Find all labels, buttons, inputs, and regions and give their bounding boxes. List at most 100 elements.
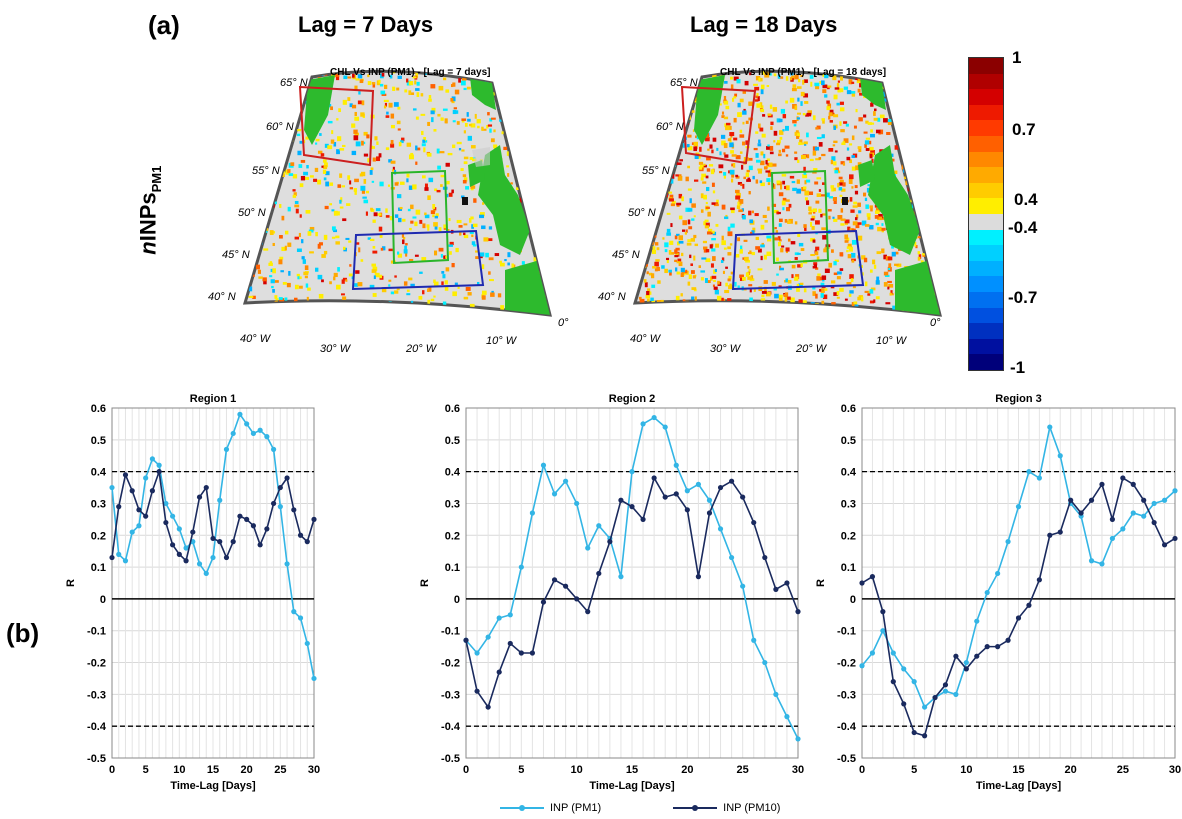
map-pixel: [759, 180, 763, 184]
map-pixel: [809, 209, 813, 213]
map-pixel: [850, 252, 856, 258]
map-pixel: [773, 73, 777, 77]
map-pixel: [427, 195, 431, 201]
lon-40-a: 40° W: [240, 333, 271, 345]
map-pixel: [340, 197, 343, 202]
map-pixel: [854, 217, 858, 221]
map-pixel: [252, 295, 256, 299]
map-pixel: [743, 239, 748, 242]
map-pixel: [424, 214, 430, 219]
map-pixel: [814, 181, 819, 185]
cb-label-neg-1: -1: [1010, 358, 1026, 377]
map-pixel: [733, 137, 738, 141]
map-pixel: [803, 172, 807, 175]
map-pixel: [438, 85, 444, 91]
map-pixel: [490, 292, 495, 297]
data-point: [223, 554, 230, 561]
map-pixel: [844, 219, 850, 224]
map-pixel: [309, 175, 314, 178]
data-point: [1057, 529, 1063, 535]
map-pixel: [709, 276, 713, 281]
map-pixel: [739, 276, 744, 281]
map-pixel: [360, 171, 366, 177]
map-pixel: [863, 131, 868, 134]
map-pixel: [846, 90, 852, 95]
map-pixel: [434, 188, 438, 192]
map-pixel: [403, 249, 408, 254]
map-pixel: [867, 293, 871, 296]
colorbar-swatch: [969, 245, 1003, 261]
map-pixel: [483, 237, 489, 242]
map-pixel: [848, 179, 853, 184]
map-pixel: [822, 74, 825, 77]
map-pixel: [354, 85, 358, 91]
map-pixel: [894, 145, 900, 150]
map-pixel: [881, 248, 885, 254]
data-point: [585, 609, 591, 615]
map-pixel: [806, 200, 810, 205]
map-pixel: [832, 75, 837, 81]
map-pixel: [646, 271, 649, 275]
map-pixel: [747, 276, 752, 280]
map-pixel: [716, 295, 722, 301]
map-pixel: [676, 271, 680, 275]
map-pixel: [874, 108, 877, 112]
map-pixel: [883, 254, 887, 260]
map-pixel: [749, 250, 752, 254]
map-pixel: [821, 275, 827, 280]
map-pixel: [802, 113, 806, 116]
map-pixel: [370, 167, 374, 171]
x-tick-label: 15: [207, 764, 219, 776]
map-pixel: [297, 129, 302, 132]
map-pixel: [794, 221, 798, 225]
map-pixel: [682, 143, 686, 148]
map-pixel: [389, 216, 394, 221]
plot-frame: [465, 407, 799, 759]
map-pixel: [732, 162, 736, 168]
map-pixel: [462, 179, 467, 184]
map-pixel: [412, 184, 417, 190]
map-pixel: [657, 280, 661, 284]
map-pixel: [414, 221, 418, 227]
map-pixel: [647, 288, 651, 294]
map-pixel: [430, 110, 435, 115]
map-pixel: [304, 265, 309, 271]
map-pixel: [730, 271, 735, 275]
map-pixel: [682, 220, 688, 226]
data-point: [244, 516, 250, 522]
map-pixel: [460, 168, 464, 171]
map-pixel: [831, 302, 836, 305]
map-pixel: [722, 270, 725, 274]
map-pixel: [883, 98, 888, 102]
map-pixel: [342, 296, 347, 300]
map-pixel: [463, 156, 469, 160]
map-pixel: [295, 208, 299, 214]
map-pixel: [405, 253, 408, 257]
map-pixel: [863, 192, 867, 197]
lag-title-7: Lag = 7 Days: [298, 12, 434, 37]
map-b-axis-labels: 65° N 60° N 55° N 50° N 45° N 40° N 40° …: [590, 55, 970, 365]
map-pixel: [824, 73, 829, 79]
map-pixel: [371, 82, 376, 85]
data-point: [911, 679, 917, 685]
map-pixel: [664, 242, 669, 248]
map-pixel: [729, 132, 735, 137]
data-point: [190, 529, 196, 535]
britain-a: [478, 145, 530, 255]
data-point: [640, 516, 646, 522]
map-pixel: [800, 263, 803, 268]
map-pixel: [745, 172, 750, 178]
map-pixel: [850, 278, 854, 283]
map-pixel: [463, 177, 468, 182]
map-pixel: [774, 237, 780, 241]
x-tick-label: 0: [109, 764, 115, 776]
map-pixel: [888, 283, 894, 288]
data-point: [170, 513, 176, 519]
data-point: [170, 542, 176, 548]
ireland-b: [858, 160, 875, 187]
map-pixel: [830, 280, 836, 284]
data-point: [729, 478, 735, 484]
map-pixel: [485, 252, 489, 258]
map-pixel: [833, 140, 838, 144]
map-pixel: [777, 74, 781, 79]
